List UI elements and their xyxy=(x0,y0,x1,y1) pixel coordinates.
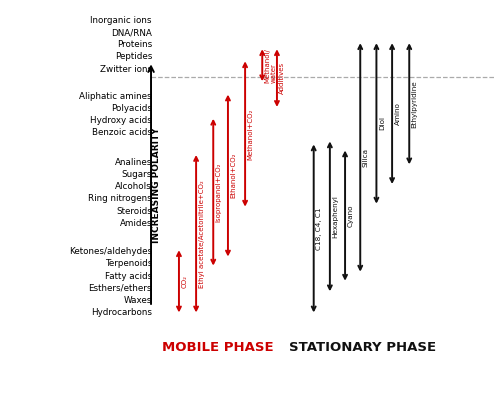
Text: Inorganic ions: Inorganic ions xyxy=(90,16,152,25)
Text: Terpenoids: Terpenoids xyxy=(104,260,152,268)
Text: Ring nitrogens: Ring nitrogens xyxy=(88,195,152,204)
Text: Diol: Diol xyxy=(379,116,385,131)
Text: Alcohols: Alcohols xyxy=(115,183,152,191)
Text: Peptides: Peptides xyxy=(114,52,152,61)
Text: Cyano: Cyano xyxy=(348,204,354,227)
Text: CO₂: CO₂ xyxy=(182,275,188,288)
Text: Methanol/
water: Methanol/ water xyxy=(264,48,277,83)
Text: Fatty acids: Fatty acids xyxy=(105,272,152,280)
Text: Ethanol+CO₂: Ethanol+CO₂ xyxy=(230,153,236,198)
Text: Aliphatic amines: Aliphatic amines xyxy=(80,92,152,101)
Text: Silica: Silica xyxy=(362,148,368,167)
Text: Ethylpyridine: Ethylpyridine xyxy=(412,80,418,128)
Text: Proteins: Proteins xyxy=(117,40,152,49)
Text: Waxes: Waxes xyxy=(124,296,152,305)
Text: Analines: Analines xyxy=(114,158,152,167)
Text: MOBILE PHASE: MOBILE PHASE xyxy=(162,341,274,353)
Text: Esthers/ethers: Esthers/ethers xyxy=(88,284,152,293)
Text: C18, C4, C1: C18, C4, C1 xyxy=(316,207,322,250)
Text: STATIONARY PHASE: STATIONARY PHASE xyxy=(289,341,436,353)
Text: Polyacids: Polyacids xyxy=(111,104,152,113)
Text: Hexaphenyl: Hexaphenyl xyxy=(332,195,338,238)
Text: Amino: Amino xyxy=(394,102,400,125)
Text: Hydroxy acids: Hydroxy acids xyxy=(90,116,152,125)
Text: Isopropanol+CO₂: Isopropanol+CO₂ xyxy=(216,162,222,222)
Text: Methanol+CO₂: Methanol+CO₂ xyxy=(248,108,254,160)
Text: Benzoic acids: Benzoic acids xyxy=(92,128,152,137)
Text: DNA/RNA: DNA/RNA xyxy=(111,28,152,37)
Text: Ketones/aldehydes: Ketones/aldehydes xyxy=(69,247,152,256)
Text: Zwitter ions: Zwitter ions xyxy=(100,64,152,73)
Text: Hydrocarbons: Hydrocarbons xyxy=(91,308,152,317)
Text: Sugars: Sugars xyxy=(122,170,152,179)
Text: INCREASING POLARITY: INCREASING POLARITY xyxy=(152,128,162,243)
Text: Additives: Additives xyxy=(280,62,285,94)
Text: Ethyl acetate/Acetonitrile+CO₂: Ethyl acetate/Acetonitrile+CO₂ xyxy=(198,180,204,288)
Text: Amides: Amides xyxy=(120,219,152,228)
Text: Steroids: Steroids xyxy=(116,207,152,216)
